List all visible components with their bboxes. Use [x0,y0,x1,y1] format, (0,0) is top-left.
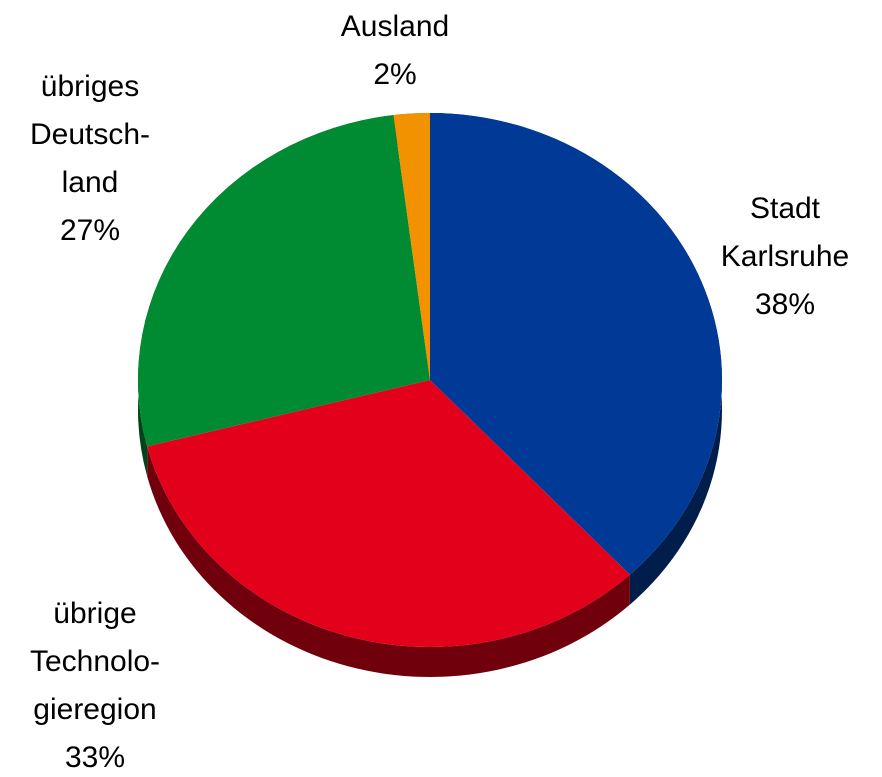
slice [147,380,630,647]
value-label: 38% [755,288,815,321]
value-label: 33% [65,741,125,774]
slice [393,113,430,380]
label-line: Karlsruhe [721,240,849,273]
value-label: 27% [60,214,120,247]
label-line: land [62,166,119,199]
label-line: Ausland [341,10,449,43]
label-line: Deutsch- [30,118,150,151]
slice-label: Stadt Karlsruhe [721,192,849,273]
slice [430,113,723,575]
value-label: 2% [373,58,416,91]
label-line: Technolo- [30,645,160,678]
label-line: Stadt [750,192,821,225]
slice-label: Ausland [341,10,449,43]
slice-label: übriges Deutsch-land [30,70,150,199]
slice-side [147,446,630,677]
label-line: übrige [53,597,136,630]
slice [137,115,430,447]
label-line: gieregion [33,693,156,726]
label-line: übriges [41,70,139,103]
slice-label: übrige Technolo-gieregion [30,597,160,726]
